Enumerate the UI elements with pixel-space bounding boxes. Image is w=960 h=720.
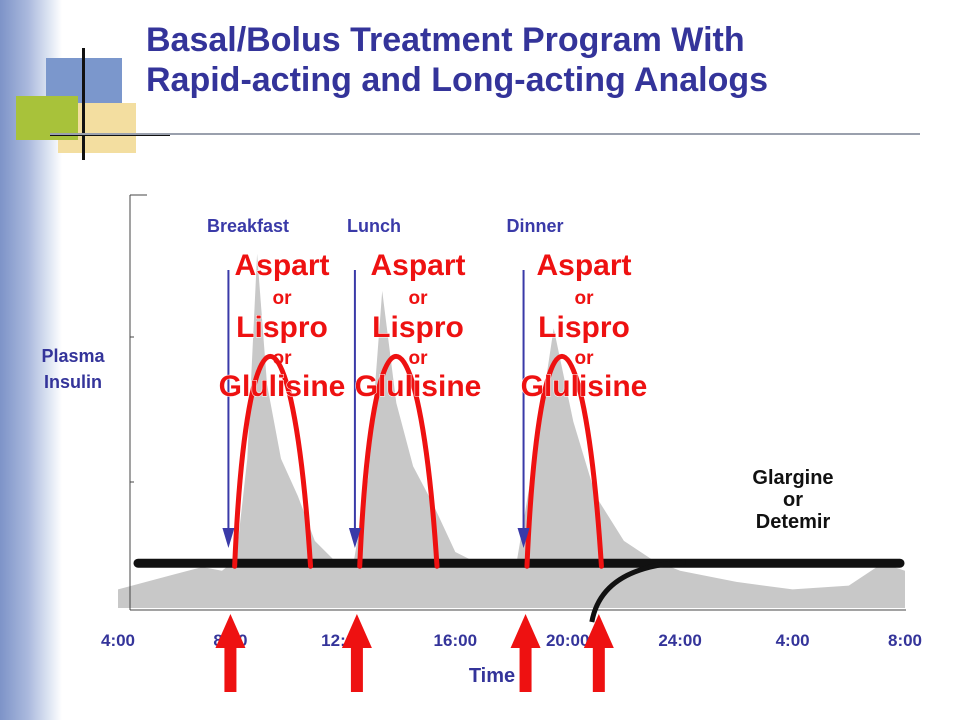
basal-analog-label: Glargine bbox=[752, 467, 833, 489]
bolus-curve-0 bbox=[232, 354, 314, 569]
bolus-analog-label: Glulisine bbox=[521, 370, 648, 403]
meal-arrow-head-2 bbox=[517, 528, 530, 548]
bolus-analog-label: Aspart bbox=[536, 249, 631, 282]
y-axis-label: Plasma bbox=[41, 346, 105, 366]
bolus-analog-label: or bbox=[409, 348, 429, 369]
meal-arrow-head-0 bbox=[222, 528, 235, 548]
bolus-analog-label: Lispro bbox=[236, 311, 328, 344]
slide-title: Basal/Bolus Treatment Program With Rapid… bbox=[146, 20, 946, 100]
bolus-analog-label: or bbox=[575, 288, 595, 309]
deco-square-green bbox=[16, 96, 78, 140]
slide-title-line2: Rapid-acting and Long-acting Analogs bbox=[146, 61, 769, 99]
x-tick-label: 4:00 bbox=[101, 631, 135, 650]
injection-arrow-2 bbox=[510, 614, 541, 692]
bolus-analog-label: or bbox=[409, 288, 429, 309]
bolus-analog-label: Lispro bbox=[372, 311, 464, 344]
deco-line-vertical bbox=[82, 48, 85, 160]
x-tick-label: 16:00 bbox=[434, 631, 477, 650]
basal-analog-label: or bbox=[783, 489, 803, 511]
x-axis-label: Time bbox=[469, 665, 515, 687]
title-rule bbox=[50, 133, 920, 135]
meal-arrow-head-1 bbox=[348, 528, 361, 548]
bolus-analog-label: or bbox=[273, 288, 293, 309]
bolus-curve-1 bbox=[357, 354, 440, 569]
bolus-analog-label: Lispro bbox=[538, 311, 630, 344]
bolus-analog-label: Aspart bbox=[234, 249, 329, 282]
basal-analog-label: Detemir bbox=[756, 511, 831, 533]
slide-title-line1: Basal/Bolus Treatment Program With bbox=[146, 21, 745, 59]
meal-label-lunch: Lunch bbox=[347, 216, 401, 236]
bolus-analog-label: or bbox=[575, 348, 595, 369]
bolus-analog-label: Glulisine bbox=[355, 370, 482, 403]
injection-arrow-3 bbox=[583, 614, 614, 692]
meal-label-dinner: Dinner bbox=[506, 216, 563, 236]
bolus-analog-label: or bbox=[273, 348, 293, 369]
bolus-curve-2 bbox=[524, 354, 604, 569]
bolus-analog-label: Aspart bbox=[370, 249, 465, 282]
y-axis-label: Insulin bbox=[44, 372, 102, 392]
x-tick-label: 8:00 bbox=[888, 631, 922, 650]
injection-arrow-0 bbox=[215, 614, 246, 692]
x-tick-label: 20:00 bbox=[546, 631, 589, 650]
x-tick-label: 24:00 bbox=[658, 631, 701, 650]
meal-label-breakfast: Breakfast bbox=[207, 216, 289, 236]
basal-onset-curve bbox=[589, 559, 686, 623]
x-tick-label: 4:00 bbox=[776, 631, 810, 650]
injection-arrow-1 bbox=[341, 614, 372, 692]
physiologic-insulin-profile bbox=[118, 253, 905, 608]
bolus-analog-label: Glulisine bbox=[219, 370, 346, 403]
